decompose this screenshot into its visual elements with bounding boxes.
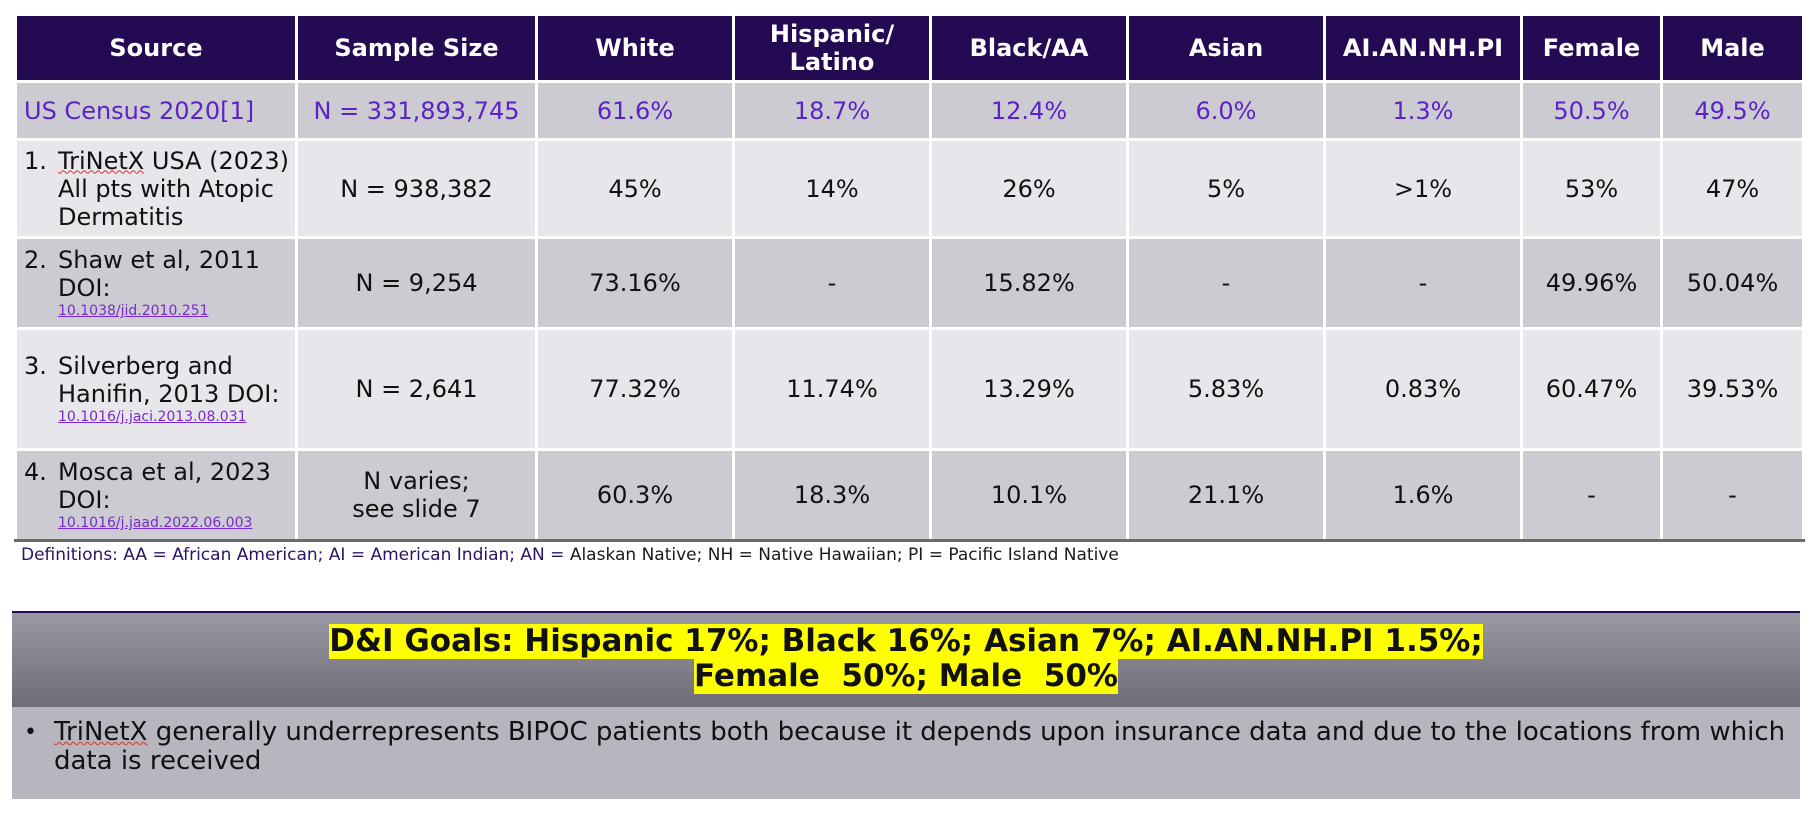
table-cell: 1.6% <box>1323 448 1523 542</box>
table-cell: - <box>1323 236 1523 330</box>
table-cell: 50.04% <box>1660 236 1805 330</box>
table-cell: 45% <box>535 138 735 239</box>
table-cell: 13.29% <box>929 327 1129 451</box>
doi-link[interactable]: 10.1016/j.jaci.2013.08.031 <box>58 409 247 425</box>
table-row: 4. Mosca et al, 2023 DOI: 10.1016/j.jaad… <box>14 448 1805 542</box>
row-number: 2. <box>24 246 47 274</box>
census-row: US Census 2020[1] N = 331,893,745 61.6% … <box>14 80 1805 141</box>
col-header-asian: Asian <box>1126 13 1326 83</box>
table-row: 2. Shaw et al, 2011 DOI: 10.1038/jid.201… <box>14 236 1805 330</box>
definitions-text: Definitions: AA = African American; AI =… <box>21 545 570 565</box>
table-cell: - <box>732 236 932 330</box>
table-cell: N = 331,893,745 <box>295 80 538 141</box>
definitions-text-continued: Alaskan Native; NH = Native Hawaiian; PI… <box>569 545 1119 565</box>
row-number: 4. <box>24 458 47 486</box>
table-cell: 0.83% <box>1323 327 1523 451</box>
col-header-white: White <box>535 13 735 83</box>
source-text: Shaw et al, 2011 DOI: <box>58 246 260 302</box>
source-brand: TriNetX <box>58 146 145 175</box>
table-cell: - <box>1520 448 1663 542</box>
table-cell: 77.32% <box>535 327 735 451</box>
table-cell: N varies; see slide 7 <box>295 448 538 542</box>
table-cell: 18.3% <box>732 448 932 542</box>
table-cell: 21.1% <box>1126 448 1326 542</box>
table-cell: 6.0% <box>1126 80 1326 141</box>
source-text: Silverberg and Hanifin, 2013 DOI: <box>58 352 280 408</box>
note-box: • TriNetX generally underrepresents BIPO… <box>12 707 1800 799</box>
source-cell: 2. Shaw et al, 2011 DOI: 10.1038/jid.201… <box>14 236 298 330</box>
row-number: 1. <box>24 146 47 175</box>
col-header-aianhpi: AI.AN.NH.PI <box>1323 13 1523 83</box>
table-cell: 14% <box>732 138 932 239</box>
table-cell: 53% <box>1520 138 1663 239</box>
table-row: 1. TriNetX USA (2023) All pts with Atopi… <box>14 138 1805 239</box>
bullet-icon: • <box>24 720 37 745</box>
table-cell: N = 938,382 <box>295 138 538 239</box>
table-cell: 60.47% <box>1520 327 1663 451</box>
source-cell: 1. TriNetX USA (2023) All pts with Atopi… <box>14 138 298 239</box>
table-cell: 49.5% <box>1660 80 1805 141</box>
table-cell: 73.16% <box>535 236 735 330</box>
row-number: 3. <box>24 352 47 380</box>
table-cell: 26% <box>929 138 1129 239</box>
table-cell: - <box>1660 448 1805 542</box>
table-row: 3. Silverberg and Hanifin, 2013 DOI: 10.… <box>14 327 1805 451</box>
table-cell: 12.4% <box>929 80 1129 141</box>
table-cell: 1.3% <box>1323 80 1523 141</box>
col-header-hispanic: Hispanic/ Latino <box>732 13 932 83</box>
table-cell: 61.6% <box>535 80 735 141</box>
table-cell: N = 2,641 <box>295 327 538 451</box>
doi-link[interactable]: 10.1016/j.jaad.2022.06.003 <box>58 515 253 531</box>
table-cell: 5.83% <box>1126 327 1326 451</box>
col-header-black: Black/AA <box>929 13 1129 83</box>
note-brand: TriNetX <box>54 717 148 747</box>
table-cell: N = 9,254 <box>295 236 538 330</box>
header-row: Source Sample Size White Hispanic/ Latin… <box>14 13 1805 83</box>
table-cell: 11.74% <box>732 327 932 451</box>
table-cell: 49.96% <box>1520 236 1663 330</box>
table-cell: 60.3% <box>535 448 735 542</box>
source-text: USA (2023) All pts with Atopic Dermatiti… <box>58 146 289 231</box>
table-cell: 15.82% <box>929 236 1129 330</box>
table-cell: 5% <box>1126 138 1326 239</box>
goals-line-1: D&I Goals: Hispanic 17%; Black 16%; Asia… <box>329 623 1483 659</box>
col-header-source: Source <box>14 13 298 83</box>
source-text: Mosca et al, 2023 DOI: <box>58 458 271 514</box>
col-header-male: Male <box>1660 13 1805 83</box>
census-source: US Census 2020[1] <box>14 80 298 141</box>
col-header-female: Female <box>1520 13 1663 83</box>
table-cell: >1% <box>1323 138 1523 239</box>
table-cell: 50.5% <box>1520 80 1663 141</box>
doi-link[interactable]: 10.1038/jid.2010.251 <box>58 303 209 319</box>
source-cell: 3. Silverberg and Hanifin, 2013 DOI: 10.… <box>14 327 298 451</box>
table-cell: 39.53% <box>1660 327 1805 451</box>
table-cell: 47% <box>1660 138 1805 239</box>
table-cell: 18.7% <box>732 80 932 141</box>
source-cell: 4. Mosca et al, 2023 DOI: 10.1016/j.jaad… <box>14 448 298 542</box>
note-body: generally underrepresents BIPOC patients… <box>54 717 1786 776</box>
goals-line-2: Female 50%; Male 50% <box>694 658 1118 694</box>
col-header-sample-size: Sample Size <box>295 13 538 83</box>
note-text: TriNetX generally underrepresents BIPOC … <box>54 718 1788 799</box>
goals-banner: D&I Goals: Hispanic 17%; Black 16%; Asia… <box>12 611 1800 707</box>
table-cell: 10.1% <box>929 448 1129 542</box>
definitions-footnote: Definitions: AA = African American; AI =… <box>21 545 1119 565</box>
demographics-table: Source Sample Size White Hispanic/ Latin… <box>14 13 1805 542</box>
table-cell: - <box>1126 236 1326 330</box>
